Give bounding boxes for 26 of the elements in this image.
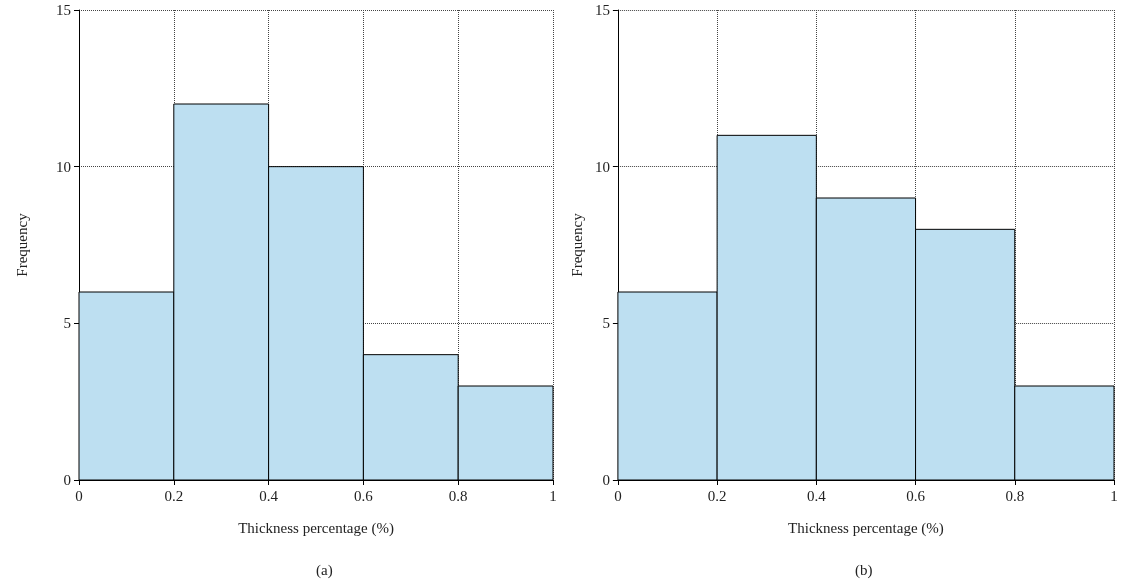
x-axis-title: Thickness percentage (%) — [238, 519, 394, 537]
x-tick-label: 0.8 — [448, 487, 468, 504]
x-axis-title: Thickness percentage (%) — [788, 519, 944, 537]
y-tick-label: 5 — [602, 315, 610, 332]
x-tick-label: 1 — [1110, 487, 1118, 504]
x-tick-label: 0.2 — [707, 487, 727, 504]
y-axis-title: Frequency — [568, 212, 585, 277]
y-tick-label: 15 — [56, 2, 71, 18]
y-tick-label: 15 — [594, 2, 610, 18]
x-tick-label: 0 — [614, 487, 622, 504]
x-tick-label: 0.8 — [1005, 487, 1025, 504]
x-tick-label: 0.6 — [906, 487, 926, 504]
y-tick-label: 0 — [602, 472, 610, 488]
text: (b) — [855, 561, 873, 579]
y-tick-label: 10 — [594, 158, 610, 175]
y-tick-label: 10 — [56, 158, 71, 175]
text: (a) — [316, 561, 333, 579]
y-axis-title: Frequency — [13, 212, 30, 277]
x-tick-label: 0.2 — [164, 487, 184, 504]
y-tick-label: 0 — [63, 472, 71, 488]
x-tick-label: 1 — [549, 487, 557, 504]
x-tick-label: 0.4 — [806, 487, 827, 504]
y-tick-label: 5 — [63, 315, 71, 332]
x-tick-label: 0 — [75, 487, 83, 504]
x-tick-label: 0.4 — [259, 487, 279, 504]
x-tick-label: 0.6 — [354, 487, 374, 504]
